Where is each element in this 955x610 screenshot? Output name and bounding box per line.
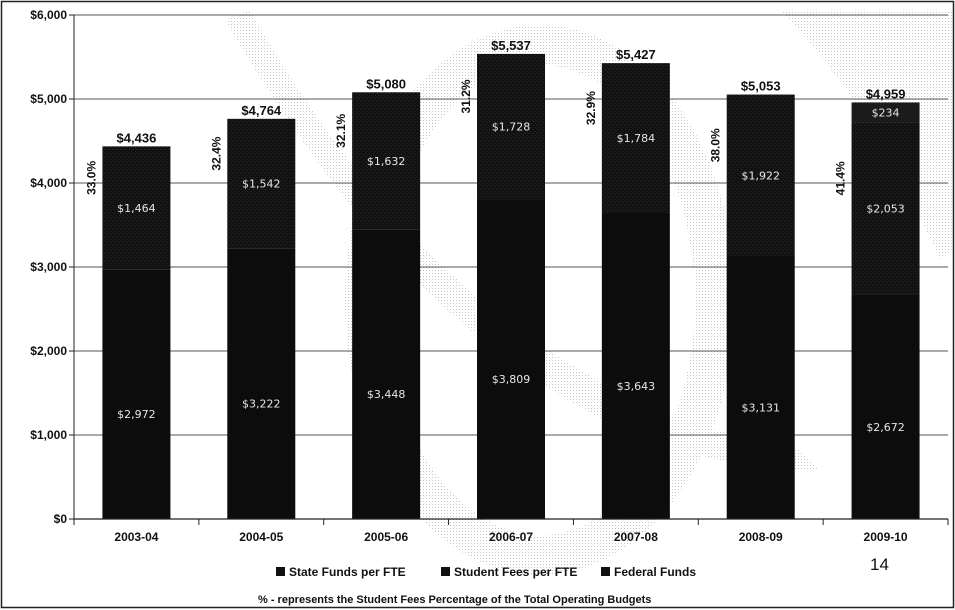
y-tick-label: $0	[54, 512, 68, 526]
student-fee-percentage-label: 32.1%	[334, 113, 348, 147]
segment-value-label: $3,448	[367, 388, 406, 401]
segment-value-label: $1,784	[617, 132, 656, 145]
segment-value-label: $3,643	[617, 380, 656, 393]
y-tick-label: $1,000	[30, 428, 67, 442]
bar-segment	[601, 63, 670, 213]
x-axis: 2003-04 2004-05 2005-06 2006-07 2007-08 2008-…	[73, 518, 949, 544]
legend-swatch-state-funds	[276, 567, 285, 576]
x-category-label: 2009-10	[864, 530, 908, 544]
y-tick-label: $2,000	[30, 344, 67, 358]
student-fee-percentage-label: 41.4%	[834, 161, 848, 195]
x-category-label: 2007-08	[614, 530, 658, 544]
bar-total-label: $5,427	[616, 47, 656, 62]
segment-value-label: $3,131	[741, 401, 780, 414]
bar-total-label: $5,053	[741, 79, 781, 94]
segment-value-label: $1,632	[367, 155, 406, 168]
bar-total-label: $5,080	[366, 76, 406, 91]
y-tick-label: $6,000	[30, 8, 67, 22]
bar-segment	[102, 269, 171, 519]
bar-segment	[102, 146, 171, 270]
page-number: 14	[870, 555, 889, 574]
legend-label-federal-funds: Federal Funds	[614, 565, 696, 579]
x-category-label: 2004-05	[239, 530, 283, 544]
bar-segment	[227, 248, 296, 520]
x-category-label: 2005-06	[364, 530, 408, 544]
segment-value-label: $2,972	[117, 408, 156, 421]
student-fee-percentage-label: 38.0%	[709, 128, 723, 162]
legend-swatch-student-fees	[441, 567, 450, 576]
bar-segment	[601, 212, 670, 519]
bar-total-label: $4,959	[866, 86, 906, 101]
segment-value-label: $234	[872, 106, 900, 119]
segment-value-label: $1,728	[492, 120, 531, 133]
segment-value-label: $1,542	[242, 178, 281, 191]
bar-segment	[227, 118, 296, 249]
student-fee-percentage-label: 32.9%	[584, 91, 598, 125]
x-category-label: 2003-04	[114, 530, 158, 544]
bar-total-label: $4,436	[117, 130, 157, 145]
legend: State Funds per FTE Student Fees per FTE…	[276, 565, 696, 579]
bar-segment	[851, 122, 920, 295]
bar-segment	[726, 94, 795, 256]
bars: $2,972 $1,464 $4,436 33.0% $3,222 $1,542 $4,76…	[84, 38, 920, 520]
footnote: % - represents the Student Fees Percenta…	[258, 594, 651, 606]
bar-segment	[352, 229, 421, 520]
y-axis: $0 $1,000 $2,000 $3,000 $4,000 $5,000 $6,000	[30, 8, 75, 526]
segment-value-label: $3,222	[242, 398, 281, 411]
bar-segment	[477, 53, 545, 200]
segment-value-label: $1,922	[741, 169, 780, 182]
bar-total-label: $5,537	[491, 38, 531, 53]
bar-segment	[352, 92, 421, 230]
y-tick-label: $4,000	[30, 176, 67, 190]
legend-swatch-federal-funds	[601, 567, 610, 576]
legend-label-state-funds: State Funds per FTE	[289, 565, 406, 579]
x-category-label: 2008-09	[739, 530, 783, 544]
student-fee-percentage-label: 33.0%	[84, 161, 98, 195]
segment-value-label: $3,809	[492, 373, 531, 386]
bar-segment	[726, 255, 795, 519]
student-fee-percentage-label: 32.4%	[209, 136, 223, 170]
segment-value-label: $1,464	[117, 202, 156, 215]
y-tick-label: $3,000	[30, 260, 67, 274]
bar-total-label: $4,764	[241, 103, 282, 118]
y-tick-label: $5,000	[30, 92, 67, 106]
bar-segment	[851, 102, 920, 123]
segment-value-label: $2,672	[866, 421, 905, 434]
segment-value-label: $2,053	[866, 202, 905, 215]
bar-segment	[477, 199, 545, 519]
legend-label-student-fees: Student Fees per FTE	[454, 565, 577, 579]
student-fee-percentage-label: 31.2%	[459, 79, 473, 113]
x-category-label: 2006-07	[489, 530, 533, 544]
bar-segment	[851, 294, 920, 519]
